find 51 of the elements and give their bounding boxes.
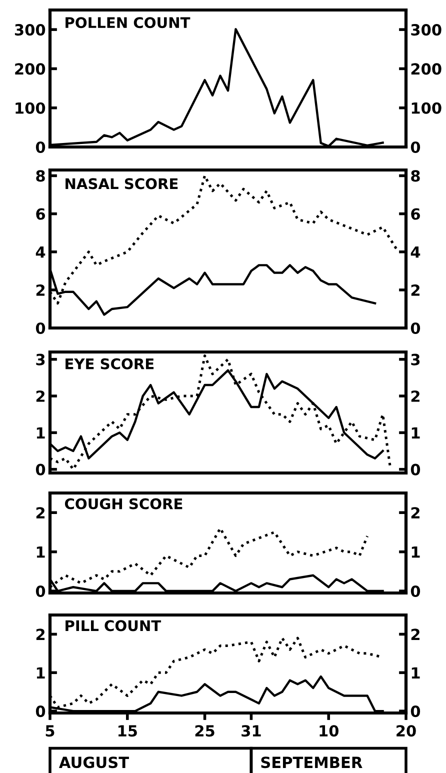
y-tick-label: 2 (36, 390, 45, 402)
y-tick-label: 4 (36, 246, 46, 258)
y-tick-label: 1 (36, 667, 45, 678)
y-tick-label: 1 (36, 546, 45, 558)
y2-tick-label: 2 (411, 628, 420, 640)
y2-tick-label: 2 (411, 284, 420, 296)
x-tick-label: 5 (46, 725, 54, 737)
y2-tick-label: 2 (411, 390, 420, 402)
y-tick-label: 2 (36, 284, 45, 296)
y-tick-label: 2 (36, 507, 45, 518)
y-tick-label: 0 (36, 322, 46, 334)
text: AUGUST (58, 756, 129, 768)
y-tick-label: 2 (36, 628, 45, 640)
y2-tick-label: 1 (412, 667, 420, 678)
chart-title: COUGH SCORE (64, 498, 182, 510)
y2-tick-label: 2 (411, 507, 420, 518)
y2-tick-label: 8 (411, 170, 420, 182)
y-tick-label: 1 (36, 427, 45, 438)
y2-tick-label: 3 (411, 354, 420, 366)
y-tick-label: 6 (36, 208, 46, 220)
y2-tick-label: 0 (410, 464, 420, 476)
y-tick-label: 8 (36, 170, 45, 182)
y2-tick-label: 0 (410, 141, 420, 154)
y2-tick-label: 100 (412, 102, 442, 114)
y-tick-label: 0 (36, 464, 46, 476)
y2-tick-label: 1 (412, 427, 420, 438)
chart-title: POLLEN COUNT (66, 17, 190, 28)
y2-tick-label: 1 (412, 546, 420, 558)
y2-tick-label: 0 (410, 706, 420, 718)
x-tick-label: 25 (195, 725, 214, 737)
y2-tick-label: 4 (410, 246, 420, 258)
chart-title: NASAL SCORE (66, 178, 178, 190)
x-tick-label: 15 (118, 725, 137, 737)
y2-tick-label: 200 (411, 63, 442, 75)
y-tick-label: 3 (36, 354, 45, 366)
text: SEPTEMBER (261, 756, 362, 768)
y2-tick-label: 0 (410, 586, 420, 598)
y2-tick-label: 6 (411, 208, 420, 220)
y-tick-label: 0 (36, 141, 46, 154)
x-tick-label: 31 (242, 725, 261, 737)
x-tick-label: 10 (320, 725, 339, 737)
y-tick-label: 0 (36, 586, 46, 598)
y-tick-label: 100 (16, 102, 46, 114)
y-tick-label: 0 (36, 706, 46, 718)
x-tick-label: 20 (396, 725, 416, 737)
chart-title: EYE SCORE (66, 358, 154, 370)
y2-tick-label: 0 (410, 322, 420, 334)
chart-title: PILL COUNT (66, 620, 162, 632)
y-tick-label: 300 (14, 24, 46, 36)
y-tick-label: 200 (15, 63, 46, 75)
y2-tick-label: 300 (411, 24, 442, 36)
